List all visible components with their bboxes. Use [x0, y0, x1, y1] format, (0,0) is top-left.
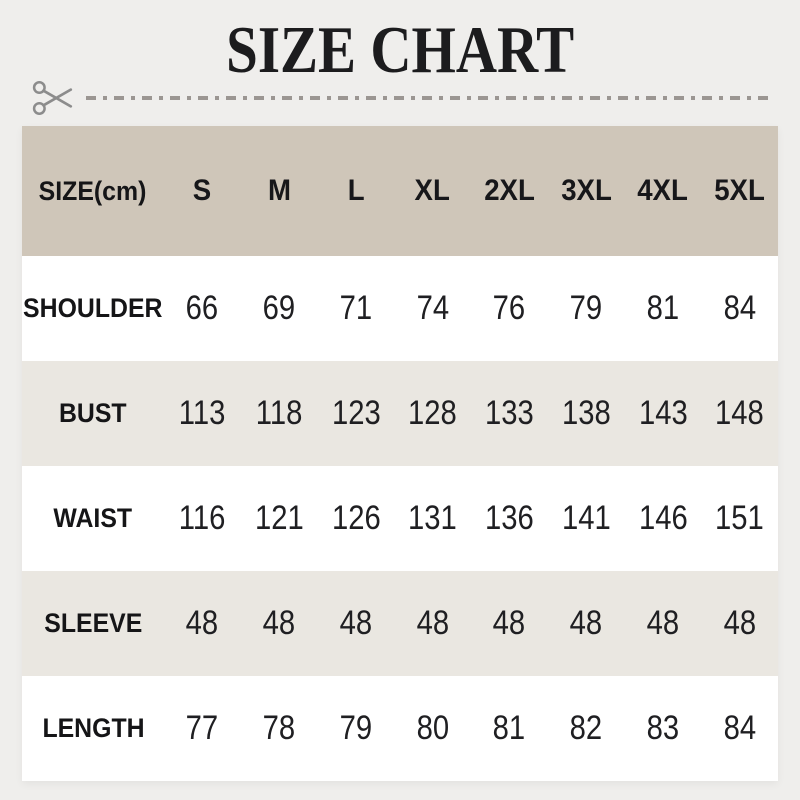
waist-3xl: 141	[561, 499, 611, 537]
bust-l: 123	[331, 394, 381, 432]
shoulder-l: 71	[339, 289, 373, 327]
sleeve-xl: 48	[416, 604, 449, 642]
waist-2xl: 136	[484, 499, 534, 537]
sleeve-s: 48	[186, 604, 219, 642]
bust-5xl: 148	[715, 394, 765, 432]
bust-3xl: 138	[561, 394, 611, 432]
shoulder-5xl: 84	[723, 289, 756, 327]
bust-xl: 128	[408, 394, 458, 432]
dashed-cut-line	[86, 96, 774, 100]
sleeve-3xl: 48	[569, 604, 603, 642]
table-row-sleeve: SLEEVE 48 48 48 48 48 48 48 48	[22, 571, 778, 676]
bust-s: 113	[179, 394, 226, 432]
size-col-m: M	[267, 174, 291, 207]
table-row-bust: BUST 113 118 123 128 133 138 143 148	[22, 361, 778, 466]
bust-4xl: 143	[638, 394, 688, 432]
sleeve-m: 48	[262, 604, 296, 642]
sleeve-2xl: 48	[493, 604, 526, 642]
shoulder-xl: 74	[416, 289, 449, 327]
length-m: 78	[262, 709, 296, 747]
bust-2xl: 133	[484, 394, 534, 432]
row-label-bust: BUST	[59, 398, 127, 428]
row-label-waist: WAIST	[53, 503, 133, 533]
row-label-length: LENGTH	[41, 713, 145, 743]
sleeve-l: 48	[339, 604, 373, 642]
sleeve-4xl: 48	[646, 604, 680, 642]
row-label-shoulder: SHOULDER	[23, 293, 163, 323]
length-3xl: 82	[569, 709, 603, 747]
size-col-l: L	[347, 174, 365, 207]
size-col-s: S	[193, 174, 212, 207]
size-table: SIZE(cm) S M L XL 2XL 3XL 4XL 5XL SHOULD…	[22, 126, 778, 781]
length-4xl: 83	[646, 709, 680, 747]
table-row-waist: WAIST 116 121 126 131 136 141 146 151	[22, 466, 778, 571]
title-area: SIZE CHART	[0, 0, 800, 83]
size-col-3xl: 3XL	[560, 174, 612, 207]
size-unit-header: SIZE(cm)	[39, 175, 147, 206]
length-l: 79	[339, 709, 373, 747]
waist-5xl: 151	[715, 499, 765, 537]
length-xl: 80	[416, 709, 449, 747]
size-col-4xl: 4XL	[637, 174, 689, 207]
cut-line	[32, 78, 774, 118]
page-title: SIZE CHART	[225, 12, 574, 87]
table-header-row: SIZE(cm) S M L XL 2XL 3XL 4XL 5XL	[22, 126, 778, 256]
sleeve-5xl: 48	[723, 604, 756, 642]
size-col-xl: XL	[414, 174, 451, 207]
length-5xl: 84	[723, 709, 756, 747]
waist-4xl: 146	[638, 499, 688, 537]
shoulder-s: 66	[186, 289, 219, 327]
bust-m: 118	[255, 394, 303, 432]
shoulder-4xl: 81	[646, 289, 680, 327]
waist-s: 116	[179, 499, 226, 537]
shoulder-3xl: 79	[569, 289, 603, 327]
size-col-5xl: 5XL	[714, 174, 765, 207]
length-s: 77	[186, 709, 219, 747]
scissors-icon	[32, 78, 76, 118]
waist-xl: 131	[408, 499, 458, 537]
shoulder-2xl: 76	[493, 289, 526, 327]
waist-l: 126	[331, 499, 381, 537]
waist-m: 121	[254, 499, 304, 537]
size-col-2xl: 2XL	[484, 174, 535, 207]
table-row-length: LENGTH 77 78 79 80 81 82 83 84	[22, 676, 778, 781]
table-row-shoulder: SHOULDER 66 69 71 74 76 79 81 84	[22, 256, 778, 361]
shoulder-m: 69	[262, 289, 296, 327]
row-label-sleeve: SLEEVE	[43, 608, 143, 638]
length-2xl: 81	[493, 709, 526, 747]
